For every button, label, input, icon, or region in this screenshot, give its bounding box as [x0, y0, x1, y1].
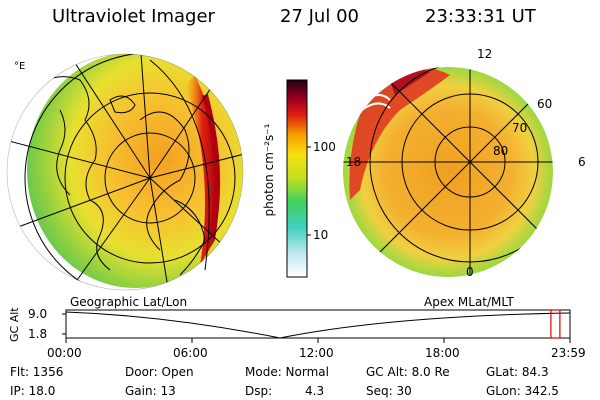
- info-seq: Seq: 30: [366, 384, 412, 398]
- colorbar-tick-100: 100: [313, 140, 336, 154]
- mlt-label-0: 0: [466, 265, 474, 279]
- info-gc-alt: GC Alt: 8.0 Re: [366, 365, 450, 379]
- mlt-label-18: 18: [346, 155, 362, 169]
- mlt-label-6: 6: [578, 155, 586, 169]
- timeline-axis-label: GC Alt: [8, 307, 21, 342]
- timeline-xtick-2: 12:00: [299, 346, 334, 360]
- geographic-image: [7, 54, 243, 290]
- apex-image: [343, 67, 553, 277]
- mlt-label-12: 12: [477, 47, 493, 61]
- left-panel-caption: Geographic Lat/Lon: [70, 295, 188, 309]
- mlat-label-80: 80: [493, 144, 509, 158]
- timeline-xtick-1: 06:00: [173, 346, 208, 360]
- timeline-ytick-max: 9.0: [28, 307, 48, 321]
- date-readout: 27 Jul 00: [280, 6, 359, 27]
- colorbar-tick-10: 10: [313, 228, 329, 242]
- time-cursor: [550, 309, 561, 339]
- mlat-label-60: 60: [537, 97, 553, 111]
- info-dsp-label: Dsp:: [245, 384, 273, 398]
- app-title: Ultraviolet Imager: [52, 6, 215, 27]
- timeline-plot: [62, 309, 571, 343]
- corner-mark: °E: [14, 61, 26, 72]
- time-readout: 23:33:31 UT: [425, 6, 536, 27]
- info-dsp-value: 4.3: [305, 384, 325, 398]
- info-flt: Flt: 1356: [10, 365, 64, 379]
- info-gain: Gain: 13: [125, 384, 176, 398]
- colorbar-label: photon cm⁻²s⁻¹: [262, 123, 276, 217]
- timeline-xtick-0: 00:00: [47, 346, 82, 360]
- right-panel-caption: Apex MLat/MLT: [424, 295, 514, 309]
- info-mode: Mode: Normal: [245, 365, 329, 379]
- info-door: Door: Open: [125, 365, 194, 379]
- info-ip: IP: 18.0: [10, 384, 56, 398]
- info-glon: GLon: 342.5: [486, 384, 559, 398]
- timeline-ytick-min: 1.8: [28, 327, 48, 341]
- timeline-xtick-3: 18:00: [425, 346, 460, 360]
- colorbar: [286, 79, 308, 278]
- timeline-xtick-4: 23:59: [551, 346, 586, 360]
- mlat-label-70: 70: [512, 121, 528, 135]
- info-glat: GLat: 84.3: [486, 365, 549, 379]
